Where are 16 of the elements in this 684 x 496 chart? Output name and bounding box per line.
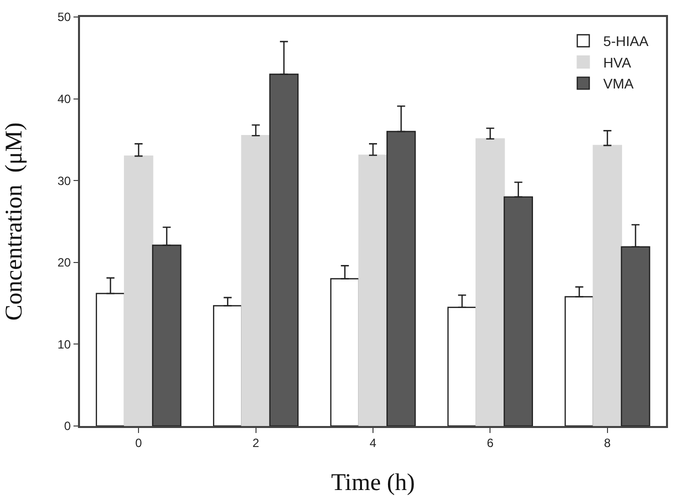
legend-label: 5-HIAA [603,33,650,50]
y-tick-label: 40 [57,92,72,106]
legend-label: HVA [603,54,632,70]
x-tick-label: 8 [604,436,612,450]
y-tick-label: 0 [64,419,72,434]
y-tick-label: 50 [57,10,72,24]
legend-label: VMA [603,76,634,92]
y-tick-label: 10 [57,337,72,352]
x-tick-label: 6 [486,436,494,450]
x-axis-title: Time (h) [331,470,415,496]
y-tick-label: 20 [57,256,72,270]
y-axis-title: Concentration (μM) [2,122,28,321]
x-tick-label: 0 [135,436,142,450]
y-tick-label: 30 [57,174,72,188]
x-tick-label: 2 [252,436,260,450]
x-tick-label: 4 [370,436,377,450]
